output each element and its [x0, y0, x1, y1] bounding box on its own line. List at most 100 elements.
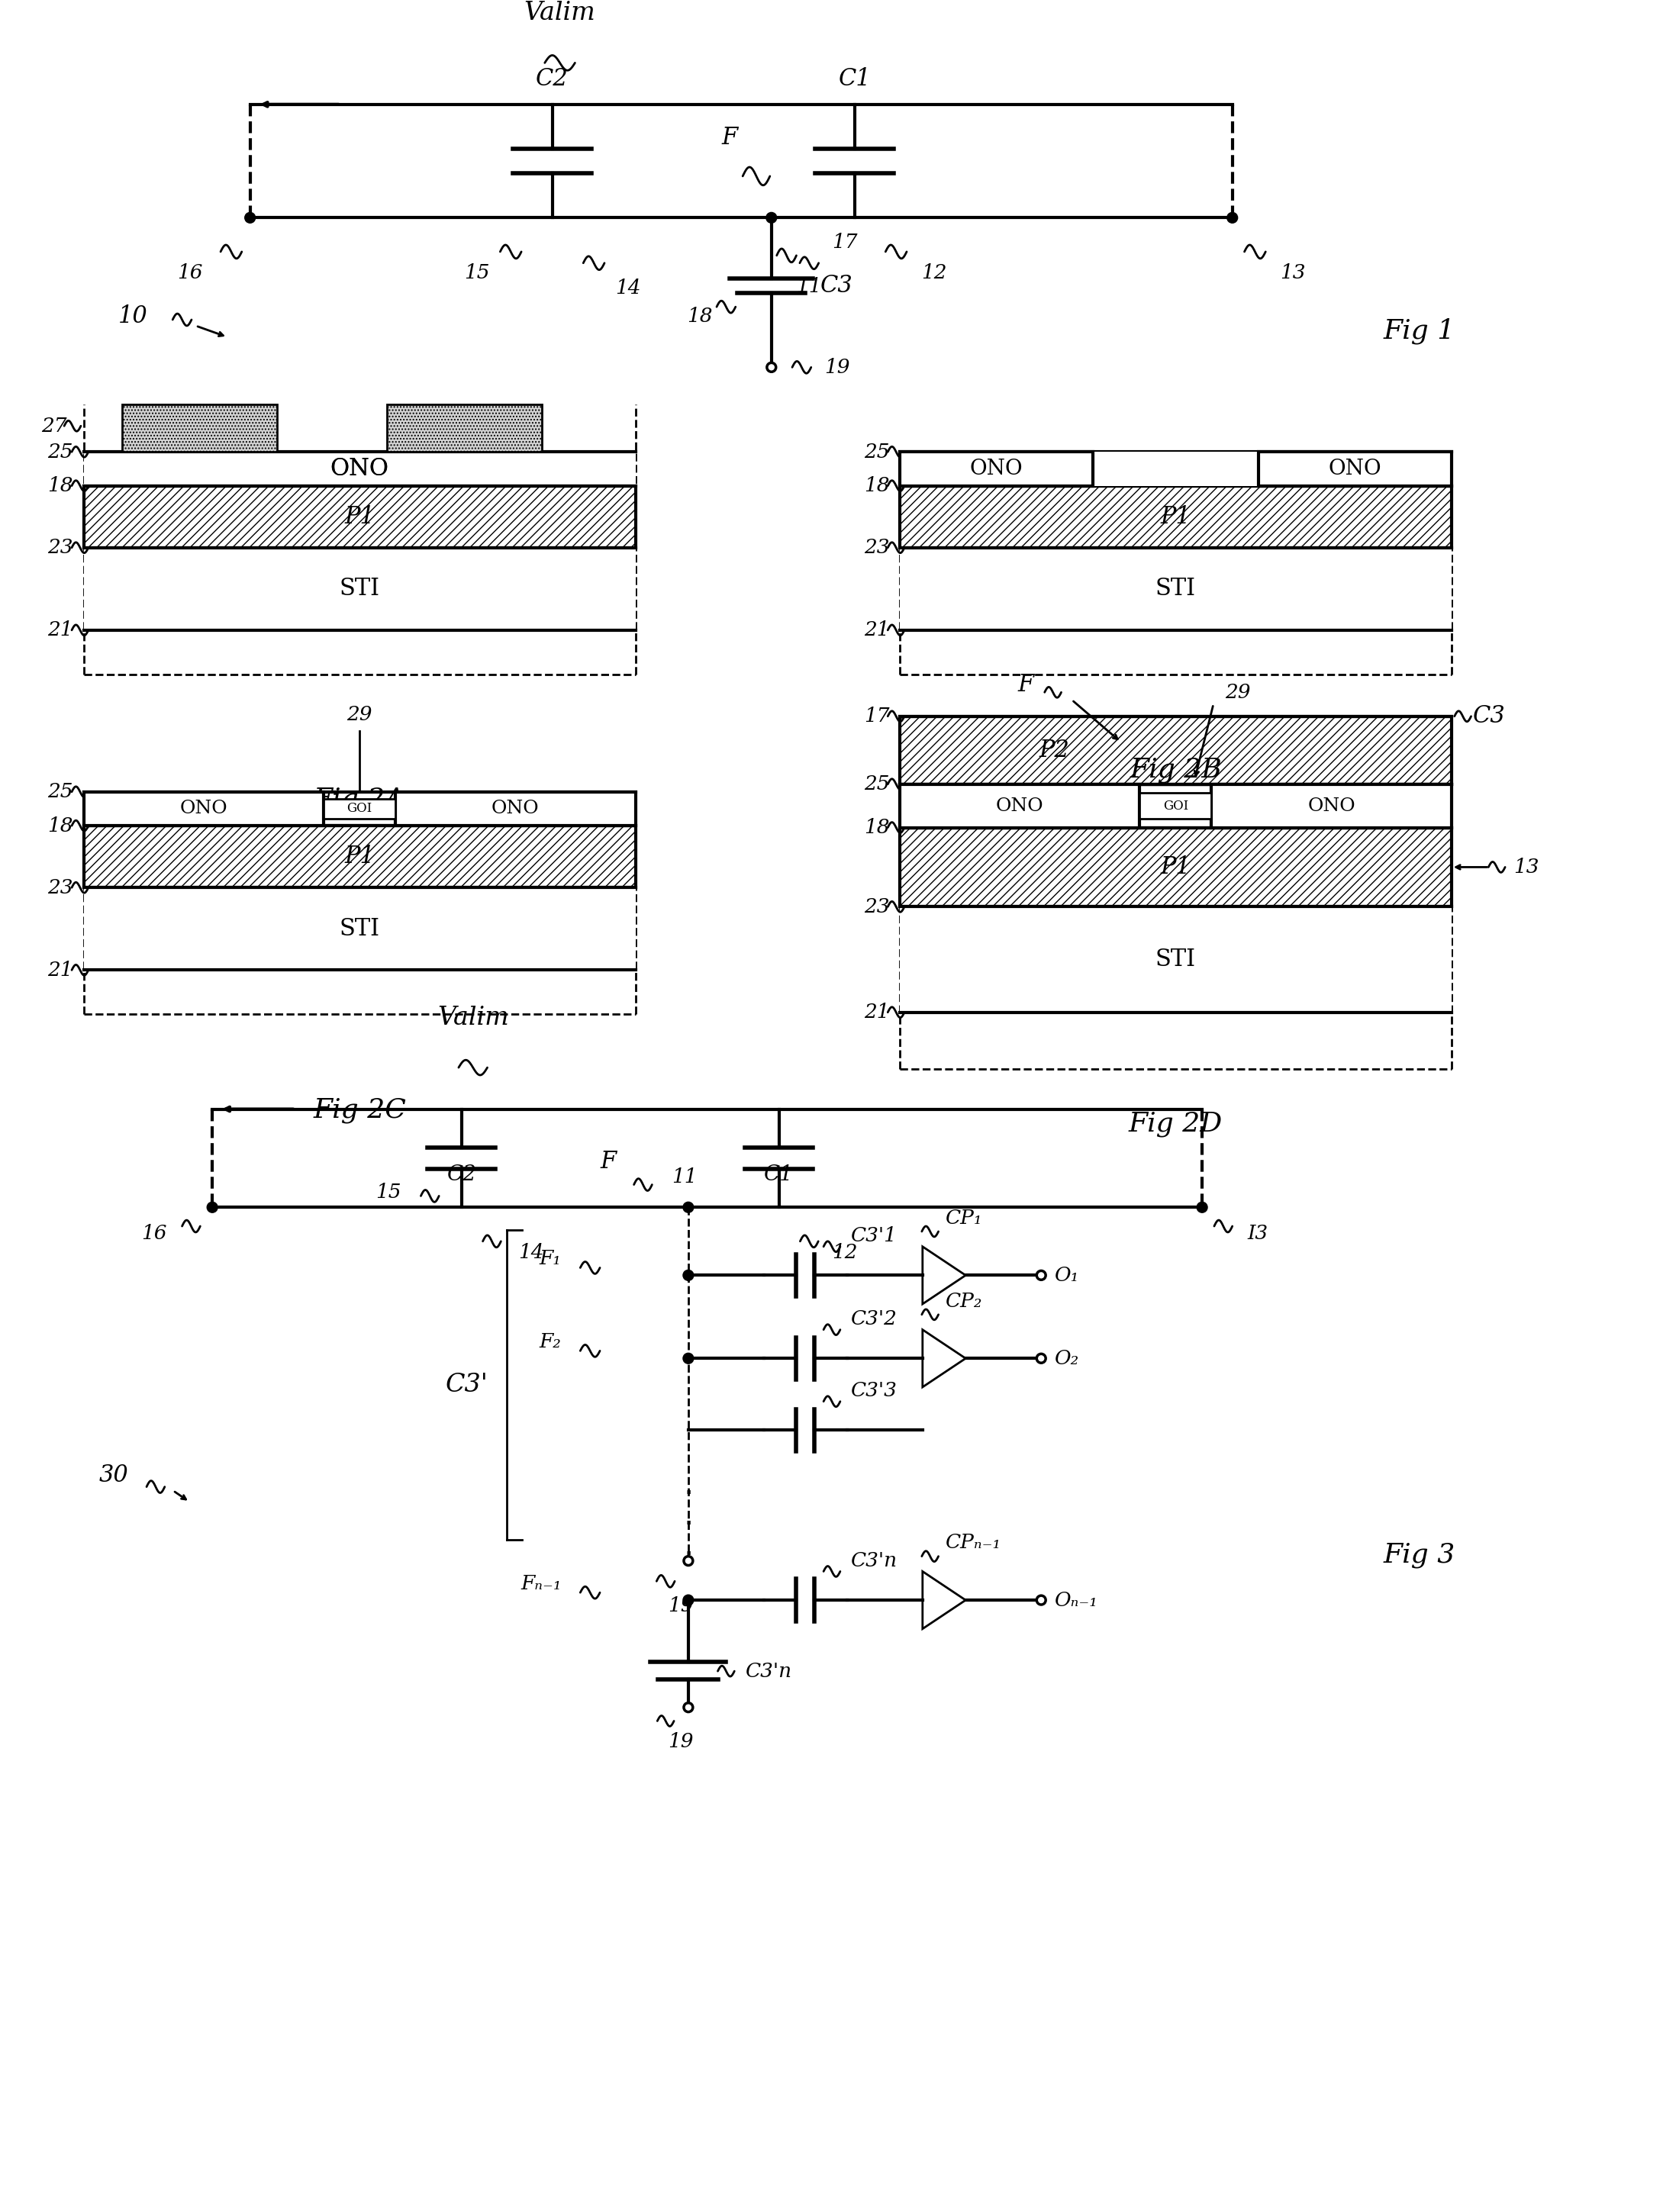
- Text: 18: 18: [48, 816, 73, 836]
- Bar: [900, 549, 1452, 630]
- Text: 23: 23: [863, 538, 890, 557]
- Text: 25: 25: [48, 442, 73, 462]
- Text: 21: 21: [863, 622, 890, 639]
- Bar: [1139, 792, 1212, 818]
- Text: 17: 17: [832, 232, 858, 252]
- Text: 29: 29: [1224, 684, 1251, 701]
- Text: ·: ·: [683, 1509, 693, 1540]
- Text: F₂: F₂: [539, 1332, 562, 1352]
- Text: C1: C1: [765, 1164, 793, 1186]
- Bar: [324, 799, 396, 818]
- Bar: [83, 792, 324, 825]
- Text: P1: P1: [1161, 504, 1191, 529]
- Text: Fig 1: Fig 1: [1384, 319, 1455, 345]
- Text: 12: 12: [921, 263, 946, 283]
- Text: 10: 10: [118, 303, 148, 327]
- Text: O₂: O₂: [1054, 1349, 1079, 1367]
- Text: C3'3: C3'3: [851, 1380, 898, 1400]
- Text: F: F: [1018, 672, 1034, 697]
- Bar: [83, 549, 635, 630]
- Text: 13: 13: [1281, 263, 1305, 283]
- Text: Fig 2D: Fig 2D: [1129, 1110, 1222, 1137]
- Text: Fig 2A: Fig 2A: [314, 787, 406, 812]
- Text: CP₂: CP₂: [945, 1292, 983, 1310]
- Text: Fig 2C: Fig 2C: [313, 1097, 406, 1124]
- Text: F₁: F₁: [539, 1250, 562, 1267]
- Text: ·: ·: [683, 1478, 693, 1511]
- Circle shape: [683, 1270, 693, 1281]
- Text: ONO: ONO: [1307, 796, 1355, 814]
- Text: I3: I3: [1247, 1223, 1269, 1243]
- Bar: [900, 785, 1139, 827]
- Circle shape: [683, 1201, 693, 1212]
- Text: P2: P2: [1039, 739, 1069, 763]
- Text: C1: C1: [838, 66, 871, 91]
- Bar: [396, 792, 635, 825]
- Bar: [83, 487, 635, 549]
- Text: STI: STI: [339, 918, 379, 940]
- Text: 11: 11: [672, 1168, 697, 1186]
- Text: ONO: ONO: [970, 458, 1023, 480]
- Text: 21: 21: [863, 1002, 890, 1022]
- Text: C2: C2: [535, 66, 569, 91]
- Text: 25: 25: [863, 774, 890, 794]
- Text: CPₙ₋₁: CPₙ₋₁: [945, 1533, 1001, 1553]
- Text: O₁: O₁: [1054, 1265, 1079, 1285]
- Text: C3': C3': [446, 1374, 487, 1398]
- Bar: [900, 907, 1452, 1013]
- Text: STI: STI: [1156, 947, 1196, 971]
- Text: ONO: ONO: [180, 801, 228, 818]
- Text: 25: 25: [48, 783, 73, 801]
- Bar: [123, 405, 278, 451]
- Text: 15: 15: [376, 1183, 401, 1201]
- Circle shape: [683, 1595, 693, 1606]
- Text: 18: 18: [863, 476, 890, 495]
- Text: 17: 17: [863, 708, 890, 726]
- Bar: [83, 825, 635, 887]
- Text: 27: 27: [42, 416, 67, 436]
- Text: CP₁: CP₁: [945, 1208, 983, 1228]
- Text: ONO: ONO: [996, 796, 1044, 814]
- Bar: [900, 451, 1452, 487]
- Text: 25: 25: [863, 442, 890, 462]
- Text: 18: 18: [863, 818, 890, 836]
- Text: 11: 11: [797, 276, 822, 296]
- Text: 29: 29: [348, 706, 373, 723]
- Circle shape: [1227, 212, 1237, 223]
- Text: 18: 18: [687, 307, 712, 325]
- Text: Fₙ₋₁: Fₙ₋₁: [521, 1575, 562, 1593]
- Text: GOI: GOI: [1162, 799, 1189, 812]
- Text: C3'1: C3'1: [851, 1225, 898, 1245]
- Text: 18: 18: [48, 476, 73, 495]
- Text: ·: ·: [683, 1540, 693, 1571]
- Text: 12: 12: [832, 1243, 858, 1263]
- Circle shape: [767, 212, 777, 223]
- Text: STI: STI: [339, 577, 379, 602]
- Text: ONO: ONO: [331, 458, 389, 480]
- Text: 23: 23: [48, 538, 73, 557]
- Text: 19: 19: [669, 1732, 693, 1752]
- Text: C3'n: C3'n: [745, 1661, 792, 1681]
- Text: C3: C3: [1473, 703, 1505, 728]
- Text: STI: STI: [1156, 577, 1196, 602]
- Bar: [83, 451, 635, 487]
- Circle shape: [683, 1354, 693, 1363]
- Text: Valim: Valim: [437, 1006, 509, 1031]
- Text: 23: 23: [48, 878, 73, 898]
- Text: Fig 3: Fig 3: [1384, 1542, 1455, 1568]
- Text: ONO: ONO: [331, 458, 389, 480]
- Text: F: F: [722, 126, 738, 150]
- Bar: [900, 717, 1452, 785]
- Text: ONO: ONO: [1329, 458, 1382, 480]
- Text: 23: 23: [863, 898, 890, 916]
- Text: C3'2: C3'2: [851, 1310, 898, 1329]
- Text: 19: 19: [825, 358, 850, 376]
- Circle shape: [1197, 1201, 1207, 1212]
- Text: 14: 14: [519, 1243, 544, 1263]
- Circle shape: [244, 212, 256, 223]
- Bar: [1259, 451, 1452, 487]
- Bar: [900, 827, 1452, 907]
- Text: C2: C2: [447, 1164, 477, 1186]
- Text: 15: 15: [464, 263, 489, 283]
- Text: 13: 13: [1513, 858, 1538, 876]
